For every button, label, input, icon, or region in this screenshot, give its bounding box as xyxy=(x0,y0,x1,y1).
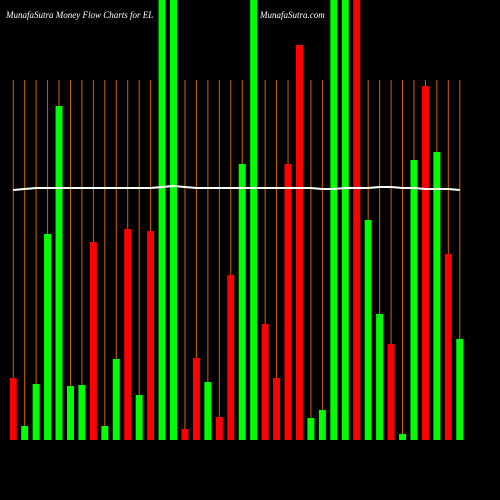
bar xyxy=(170,0,178,440)
bar xyxy=(295,45,303,440)
bar xyxy=(341,0,349,440)
bar xyxy=(387,344,395,440)
bar xyxy=(330,0,338,440)
bar xyxy=(181,429,189,440)
bar xyxy=(410,160,418,440)
bar xyxy=(444,254,452,440)
bar xyxy=(261,324,269,440)
bar xyxy=(112,359,120,440)
bar xyxy=(32,384,40,440)
bar xyxy=(78,385,86,440)
bar xyxy=(124,229,132,440)
bar xyxy=(21,426,29,440)
bar xyxy=(135,395,143,440)
bar xyxy=(227,275,235,440)
bar xyxy=(192,358,200,440)
bar xyxy=(456,339,464,440)
bar xyxy=(44,234,52,440)
bar xyxy=(307,418,315,440)
bar xyxy=(238,164,246,440)
bar xyxy=(421,86,429,440)
bar xyxy=(89,242,97,440)
bar xyxy=(158,0,166,440)
bar xyxy=(215,417,223,440)
chart-title: MunafaSutra Money Flow Charts for EL xyxy=(5,10,153,20)
bar xyxy=(204,382,212,440)
bar xyxy=(433,152,441,440)
bar xyxy=(273,378,281,440)
bar xyxy=(284,164,292,440)
chart-source: MunafaSutra.com xyxy=(259,10,325,20)
bar xyxy=(364,220,372,440)
bar xyxy=(55,106,63,440)
bar xyxy=(376,314,384,440)
bar xyxy=(147,231,155,440)
bar xyxy=(399,434,407,440)
bar xyxy=(250,0,258,440)
bar xyxy=(9,378,17,440)
bar xyxy=(101,426,109,440)
money-flow-line xyxy=(13,184,460,191)
bar xyxy=(353,0,361,440)
bar xyxy=(318,410,326,440)
bar xyxy=(66,386,74,440)
